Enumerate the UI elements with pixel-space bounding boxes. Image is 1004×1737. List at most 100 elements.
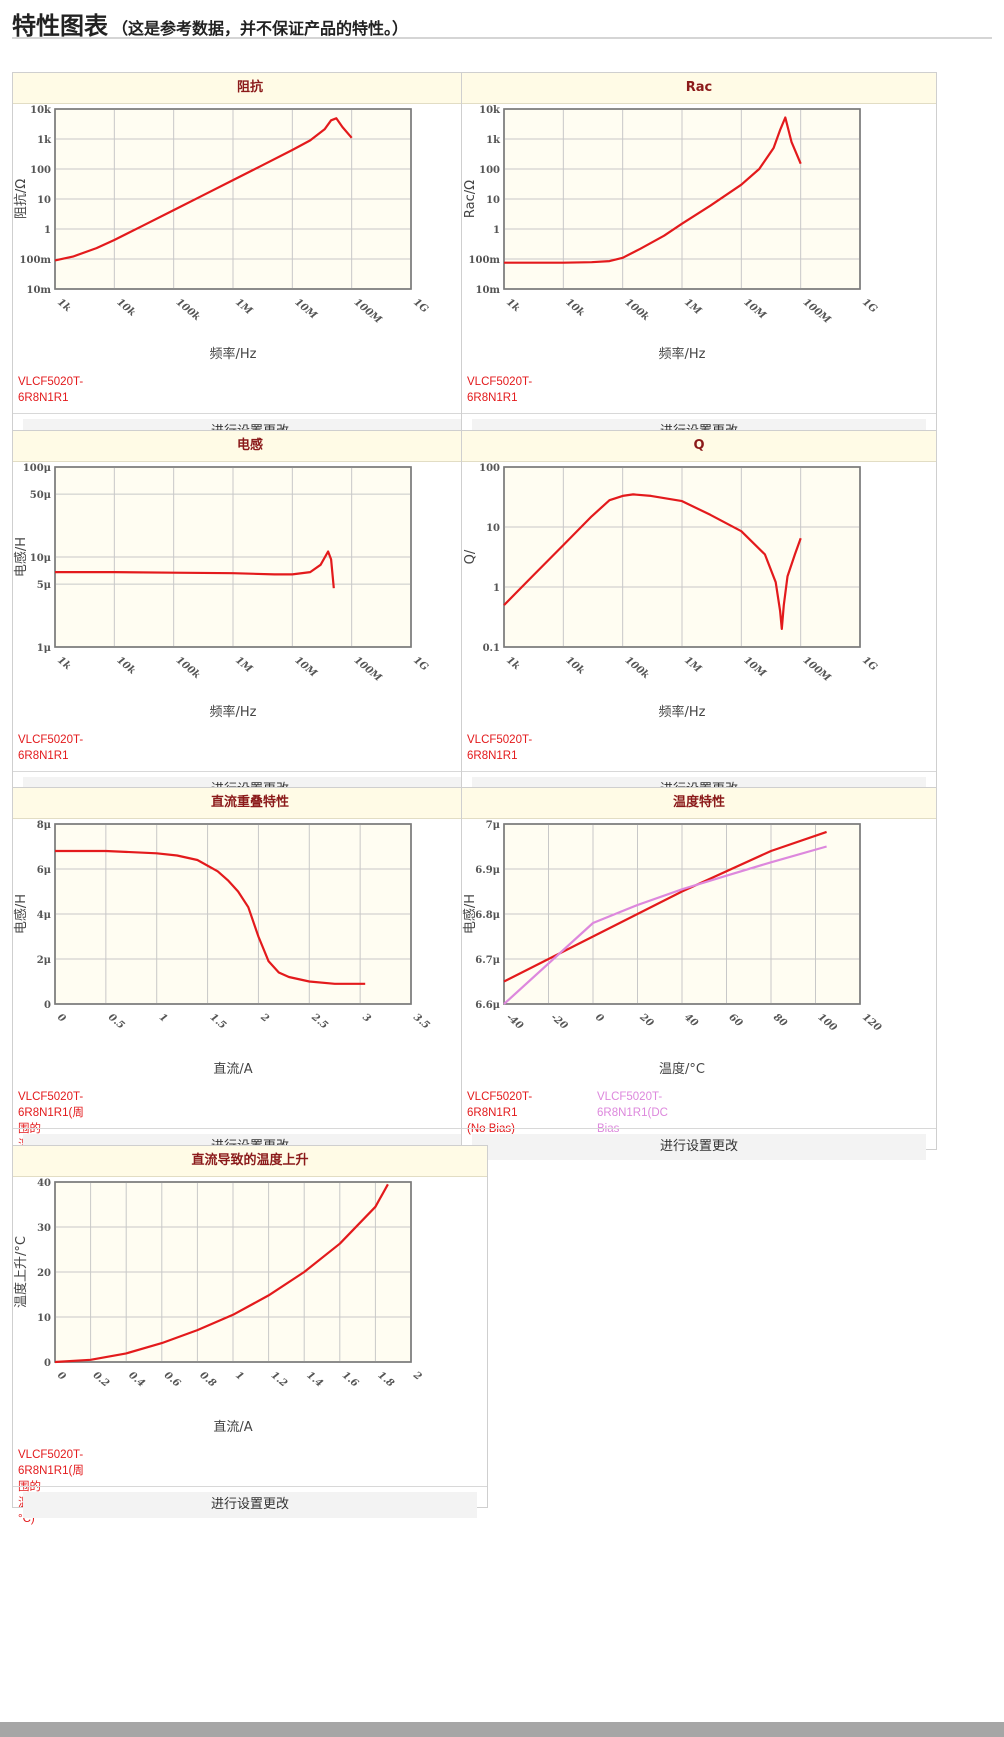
x-tick-label: 100M <box>352 655 384 685</box>
y-tick-label: 30 <box>37 1223 51 1234</box>
y-tick-label: 8μ <box>37 820 51 831</box>
y-tick-label: 100 <box>30 165 51 176</box>
page-title-main: 特性图表 <box>12 12 108 40</box>
panel-divider <box>13 1128 487 1129</box>
chart-title: 电感 <box>13 431 487 462</box>
y-tick-label: 1 <box>493 583 500 594</box>
plot-frame <box>54 466 412 648</box>
legend-entry: VLCF5020T-6R8N1R1 <box>467 376 533 404</box>
x-tick-label: 10k <box>114 655 137 677</box>
x-tick-label: 0.6 <box>162 1370 182 1390</box>
y-tick-label: 7μ <box>486 820 500 831</box>
x-tick-label: 1k <box>504 297 522 314</box>
series-line <box>503 830 827 983</box>
x-tick-label: -20 <box>549 1012 570 1032</box>
y-tick-label: 10k <box>30 105 52 116</box>
y-axis-label: Rac/Ω <box>463 180 478 218</box>
y-axis-label: 电感/H <box>13 537 29 577</box>
x-tick-label: 0.4 <box>126 1370 146 1390</box>
x-tick-label: 3 <box>360 1012 372 1025</box>
x-tick-label: 40 <box>682 1012 700 1029</box>
y-tick-label: 100μ <box>23 463 51 474</box>
panel-divider <box>462 771 936 772</box>
chart-panel: 直流重叠特性 0 0.5 1 1.5 2 2.5 3 3.5 0 2μ 4μ 6μ 8μ 直流/A 电感/H V… <box>12 787 488 1167</box>
x-tick-label: 0.2 <box>91 1370 111 1390</box>
x-tick-label: 0 <box>55 1012 67 1025</box>
y-tick-label: 1 <box>44 225 51 236</box>
x-tick-label: 1M <box>233 655 255 676</box>
x-tick-label: 1 <box>157 1012 169 1025</box>
y-tick-label: 1k <box>486 135 501 146</box>
chart-title: Q <box>462 431 936 462</box>
x-tick-label: 100M <box>801 655 833 685</box>
y-tick-label: 6.9μ <box>475 865 500 876</box>
y-tick-label: 20 <box>37 1268 51 1279</box>
legend-entry: VLCF5020T-6R8N1R1 <box>467 734 533 762</box>
chart-panel: 温度特性 -40 -20 0 20 40 60 80 100 120 6.6μ 6.7μ 6.8μ 6.9… <box>461 787 937 1160</box>
x-tick-label: 10k <box>563 655 586 677</box>
page-subtitle: （这是参考数据，并不保证产品的特性。） <box>112 19 409 38</box>
x-tick-label: 1.2 <box>269 1370 289 1390</box>
x-tick-label: 2 <box>410 1369 423 1383</box>
title-divider <box>12 37 992 39</box>
x-tick-label: 1k <box>55 297 73 314</box>
plot-frame <box>54 823 412 1005</box>
plot-frame <box>503 823 861 1005</box>
chart-panel: Rac 1k 10k 100k 1M 10M 100M 1G 10m 100m 1 10 100 1k 10… <box>461 72 937 445</box>
y-tick-label: 10m <box>27 285 52 296</box>
x-tick-label: 20 <box>637 1011 656 1029</box>
y-tick-label: 0 <box>44 1000 51 1011</box>
chart-svg: 1k 10k 100k 1M 10M 100M 1G 1μ 5μ 10μ 50μ 100μ 频率/Hz 电… <box>13 463 430 720</box>
series-line <box>54 1183 389 1364</box>
y-axis-label: Q/ <box>463 549 478 564</box>
x-tick-label: 10k <box>563 297 586 319</box>
x-tick-label: 1M <box>682 297 704 318</box>
chart-svg: 1k 10k 100k 1M 10M 100M 1G 10m 100m 1 10 100 1k 10k 频率… <box>14 105 430 362</box>
series-line <box>54 117 353 262</box>
panel-divider <box>462 1128 936 1129</box>
x-tick-label: -40 <box>504 1012 525 1032</box>
page-title: 特性图表 （这是参考数据，并不保证产品的特性。） <box>12 6 408 41</box>
y-tick-label: 0.1 <box>483 643 500 654</box>
plot-frame <box>503 466 861 648</box>
x-axis-label: 频率/Hz <box>659 346 706 362</box>
y-tick-label: 6.6μ <box>475 1000 500 1011</box>
x-axis-label: 直流/A <box>213 1062 252 1077</box>
x-tick-label: 1.8 <box>375 1370 395 1390</box>
x-tick-label: 0 <box>55 1370 67 1383</box>
y-axis-label: 电感/H <box>462 894 478 934</box>
y-tick-label: 10 <box>486 195 500 206</box>
settings-button[interactable]: 进行设置更改 <box>472 1134 926 1160</box>
x-tick-label: 120 <box>860 1012 883 1034</box>
series-line <box>55 550 335 589</box>
y-tick-label: 10k <box>479 105 501 116</box>
y-axis-label: 温度上升/°C <box>13 1236 29 1308</box>
panel-divider <box>13 1486 487 1487</box>
y-tick-label: 2μ <box>37 955 51 966</box>
y-tick-label: 10 <box>486 523 500 534</box>
x-tick-label: 1k <box>55 655 73 672</box>
chart-title: 阻抗 <box>13 73 487 104</box>
x-tick-label: 1M <box>682 655 704 676</box>
y-tick-label: 100 <box>479 463 500 474</box>
settings-button[interactable]: 进行设置更改 <box>23 1492 477 1518</box>
x-tick-label: 10M <box>292 655 319 680</box>
y-tick-label: 1μ <box>37 643 51 654</box>
x-axis-label: 频率/Hz <box>210 346 257 362</box>
x-axis-label: 频率/Hz <box>659 704 706 720</box>
y-tick-label: 100 <box>479 165 500 176</box>
plot-frame <box>503 108 861 290</box>
series-line <box>503 845 827 1005</box>
y-tick-label: 4μ <box>37 910 51 921</box>
y-tick-label: 10m <box>476 285 501 296</box>
chart-svg: 0 0.5 1 1.5 2 2.5 3 3.5 0 2μ 4μ 6μ 8μ 直流/A 电感/H <box>13 820 432 1077</box>
x-axis-label: 频率/Hz <box>210 704 257 720</box>
x-tick-label: 0.5 <box>106 1012 126 1032</box>
x-tick-label: 10M <box>292 297 319 322</box>
y-tick-label: 50μ <box>30 490 51 501</box>
x-tick-label: 100k <box>623 297 651 323</box>
x-tick-label: 100k <box>174 297 202 323</box>
y-tick-label: 10 <box>37 195 51 206</box>
x-tick-label: 1.5 <box>208 1012 228 1032</box>
chart-title: Rac <box>462 73 936 104</box>
